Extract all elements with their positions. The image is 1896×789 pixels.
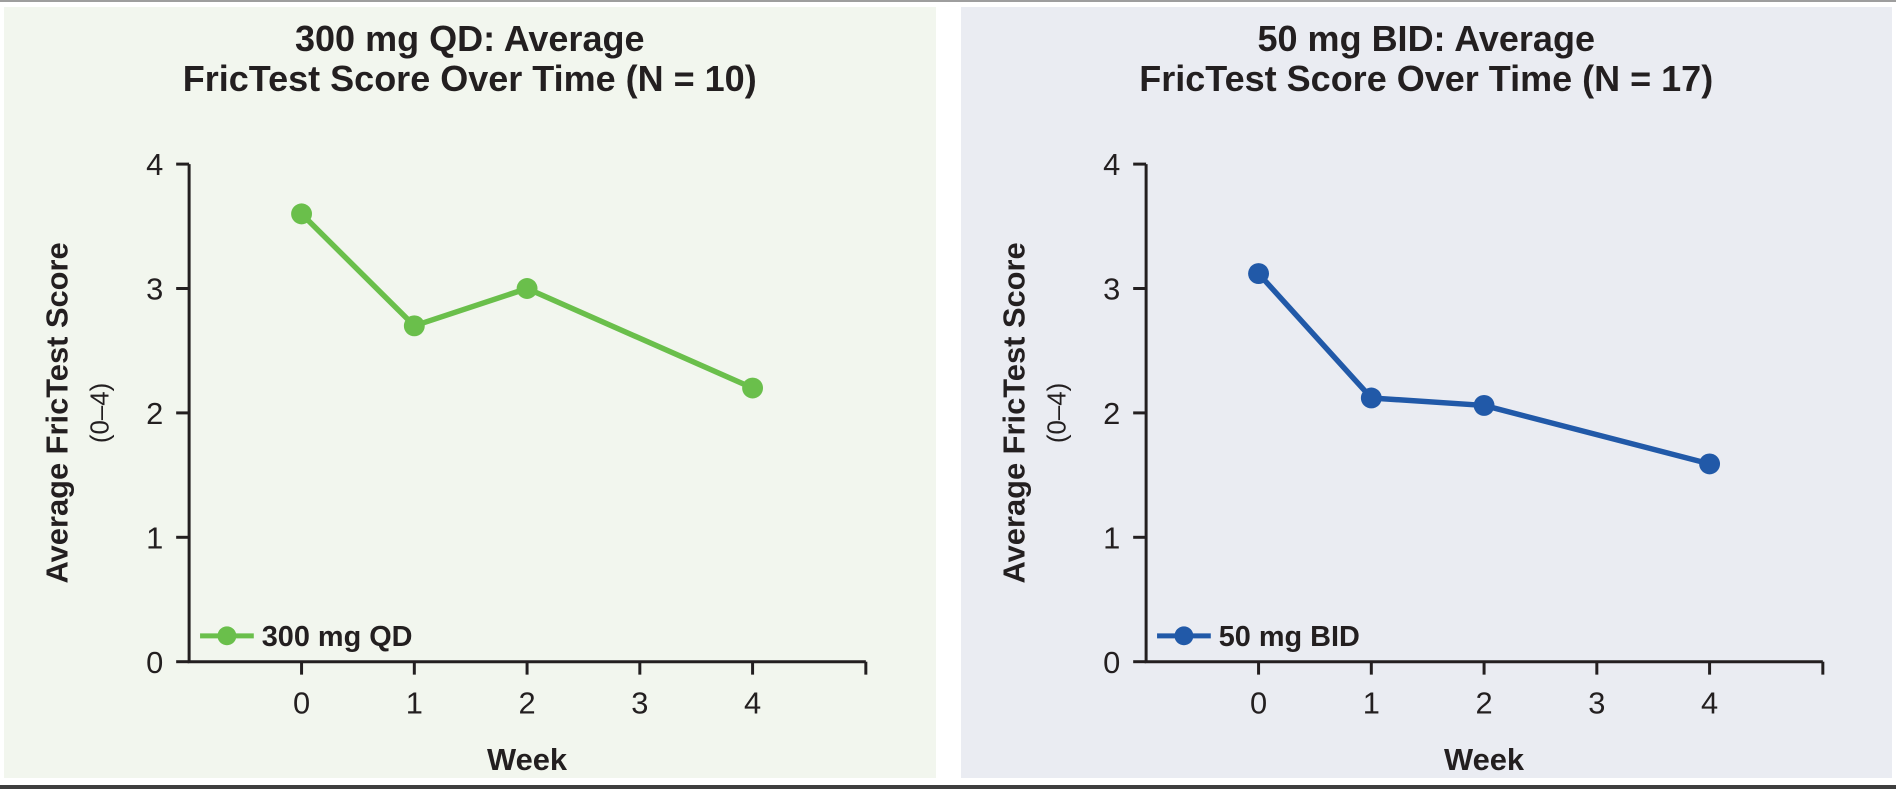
y-tick-label: 4 bbox=[146, 147, 163, 182]
x-tick-label: 0 bbox=[293, 685, 310, 720]
data-point bbox=[1698, 453, 1720, 475]
data-point bbox=[742, 377, 764, 399]
legend-marker-dot bbox=[217, 626, 237, 646]
x-tick-label: 1 bbox=[1362, 685, 1379, 720]
y-tick-label: 0 bbox=[1103, 645, 1120, 680]
y-tick-label: 1 bbox=[146, 520, 163, 555]
x-axis-label: Week bbox=[487, 742, 568, 777]
data-line bbox=[298, 211, 756, 391]
x-tick-label: 4 bbox=[744, 685, 761, 720]
legend-label: 50 mg BID bbox=[1218, 621, 1359, 653]
y-tick-label: 1 bbox=[1103, 520, 1120, 555]
x-tick-label: 2 bbox=[1475, 685, 1492, 720]
y-tick-label: 0 bbox=[146, 645, 163, 680]
y-axis-label: Average FricTest Score bbox=[996, 242, 1031, 583]
x-tick-label: 3 bbox=[1588, 685, 1605, 720]
chart-panel-300mg-qd: 300 mg QD: Average FricTest Score Over T… bbox=[4, 7, 936, 778]
y-tick-label: 2 bbox=[146, 396, 163, 431]
line-chart-300mg-qd: 0 1 2 3 4 0 1 2 3 4 Week Average FricTest Score (0–4… bbox=[40, 147, 868, 777]
chart-title: 50 mg BID: Average FricTest Score Over T… bbox=[961, 19, 1893, 99]
y-tick-label: 4 bbox=[1103, 147, 1120, 182]
chart-title: 300 mg QD: Average FricTest Score Over T… bbox=[4, 19, 936, 99]
y-tick-label: 3 bbox=[1103, 272, 1120, 307]
x-tick-label: 4 bbox=[1701, 685, 1718, 720]
y-axis-label: Average FricTest Score bbox=[40, 242, 75, 583]
data-point bbox=[1473, 394, 1495, 416]
chart-title-line2: FricTest Score Over Time (N = 17) bbox=[1139, 58, 1714, 99]
y-tick-label: 2 bbox=[1103, 396, 1120, 431]
x-axis-label: Week bbox=[1444, 742, 1525, 777]
x-tick-label: 3 bbox=[631, 685, 648, 720]
data-point bbox=[1247, 263, 1269, 285]
x-tick-label: 0 bbox=[1249, 685, 1266, 720]
x-tick-label: 2 bbox=[518, 685, 535, 720]
axis-lines bbox=[187, 164, 866, 664]
chart-title-line1: 50 mg BID: Average bbox=[1257, 18, 1595, 59]
y-tick-label: 3 bbox=[146, 272, 163, 307]
chart-title-line2: FricTest Score Over Time (N = 10) bbox=[182, 58, 757, 99]
data-point bbox=[516, 278, 538, 299]
legend-marker-dot bbox=[1173, 626, 1193, 646]
legend-label: 300 mg QD bbox=[262, 621, 413, 653]
x-tick-label: 1 bbox=[406, 685, 423, 720]
y-axis-sublabel: (0–4) bbox=[86, 383, 114, 443]
data-point bbox=[291, 203, 313, 225]
data-point bbox=[1360, 387, 1382, 409]
chart-title-line1: 300 mg QD: Average bbox=[295, 18, 645, 59]
data-line bbox=[1255, 270, 1712, 467]
chart-panel-50mg-bid: 50 mg BID: Average FricTest Score Over T… bbox=[960, 7, 1893, 778]
y-axis-sublabel: (0–4) bbox=[1043, 383, 1071, 443]
data-point bbox=[403, 315, 425, 337]
line-chart-50mg-bid: 0 1 2 3 4 0 1 2 3 4 Week Average FricTest Score (0–4… bbox=[996, 147, 1824, 777]
